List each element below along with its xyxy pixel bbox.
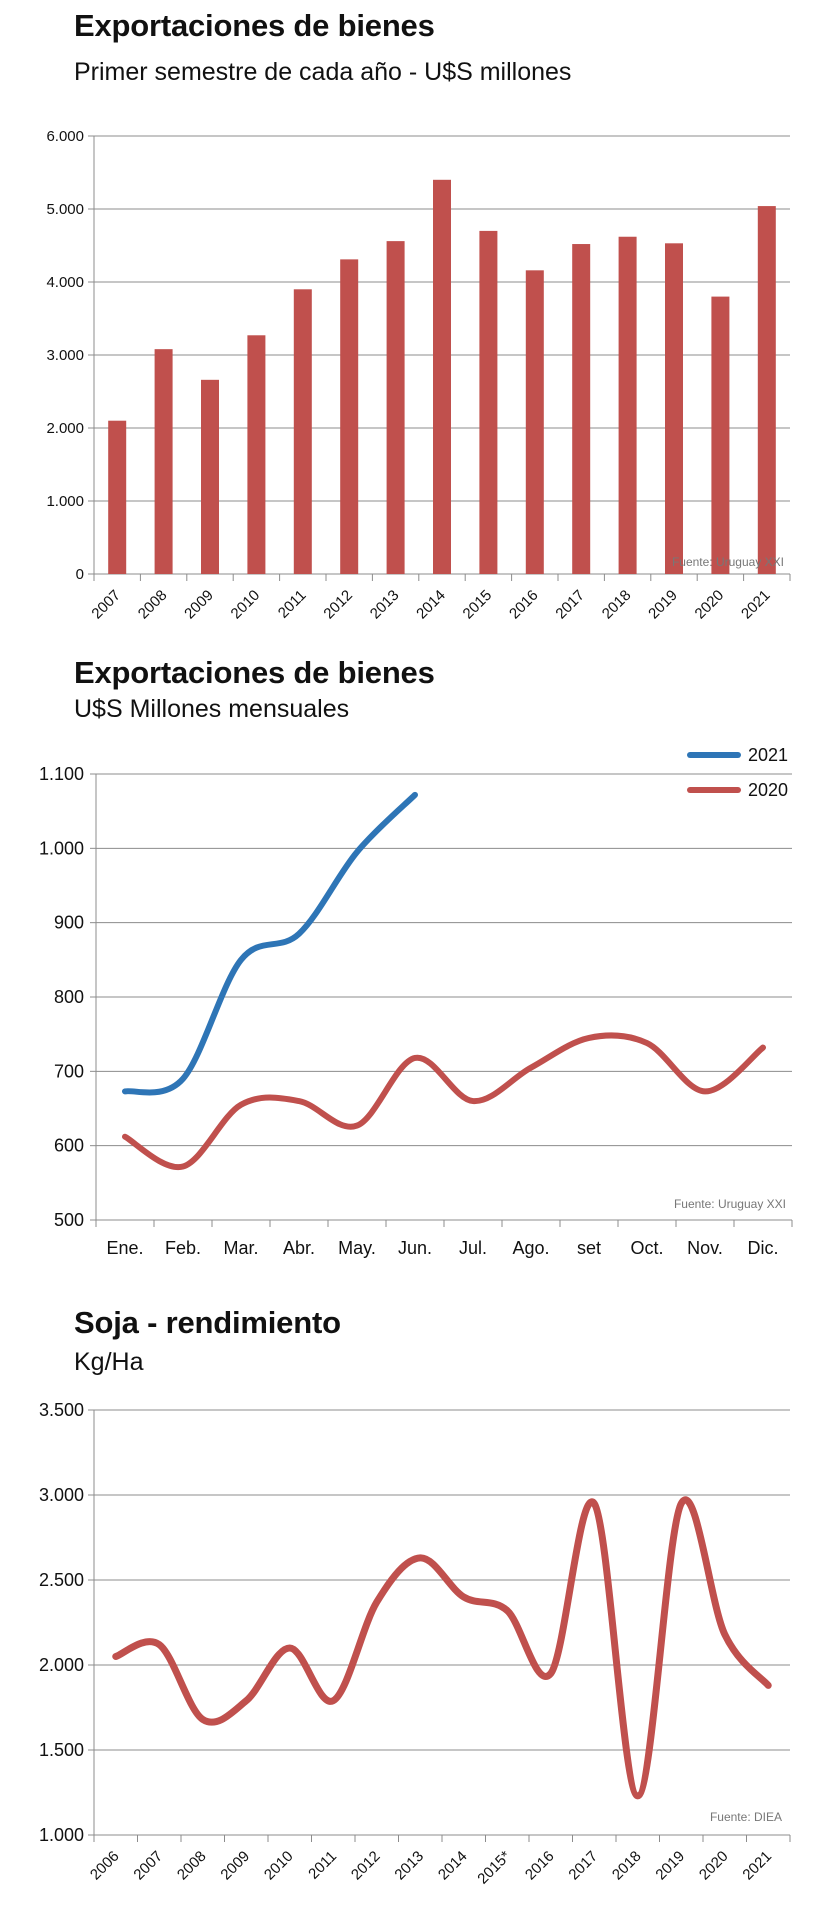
x-tick-label: 2010: [261, 1848, 297, 1884]
x-tick-label: 2020: [696, 1848, 732, 1884]
chart3-subtitle: Kg/Ha: [74, 1348, 144, 1376]
source-note: Fuente: Uruguay XXI: [672, 555, 784, 569]
y-tick-label: 4.000: [46, 274, 84, 291]
bar: [433, 179, 451, 575]
bar: [572, 244, 591, 574]
legend-label-2021: 2021: [748, 745, 788, 765]
y-tick-label: 3.000: [46, 347, 84, 364]
x-tick-label: 2008: [174, 1848, 210, 1884]
x-tick-label: Ene.: [106, 1238, 143, 1258]
x-tick-label: Jul.: [459, 1238, 487, 1258]
x-tick-label: 2016: [506, 587, 542, 623]
y-tick-label: 1.000: [39, 1825, 84, 1845]
bar: [108, 420, 127, 574]
x-tick-label: Abr.: [283, 1238, 315, 1258]
bar: [340, 259, 359, 574]
x-tick-label: 2007: [88, 587, 124, 623]
x-tick-label: 2016: [522, 1848, 558, 1884]
y-tick-label: 5.000: [46, 201, 84, 218]
bar: [757, 206, 776, 574]
x-tick-label: set: [577, 1238, 601, 1258]
y-tick-label: 1.500: [39, 1740, 84, 1760]
x-tick-label: Dic.: [748, 1238, 779, 1258]
bar: [154, 349, 173, 574]
chart2-subtitle: U$S Millones mensuales: [74, 695, 350, 723]
x-tick-label: 2019: [645, 587, 681, 623]
bar: [525, 270, 544, 574]
line-chart-exports-monthly: 500 600 700 800 900 1.000 1.100 Ene. Feb. Mar. Abr…: [39, 745, 793, 1258]
x-tick-label: 2011: [275, 587, 310, 622]
bar: [618, 236, 637, 574]
series-line-2021: [122, 791, 418, 1096]
x-tick-label: 2012: [348, 1848, 384, 1884]
y-tick-label: 800: [54, 987, 84, 1007]
y-tick-label: 2.000: [46, 420, 84, 437]
y-tick-label: 1.000: [46, 493, 84, 510]
bar: [386, 241, 405, 574]
series-line-soja: [112, 1496, 772, 1800]
bar: [665, 243, 683, 574]
source-note: Fuente: Uruguay XXI: [674, 1197, 786, 1211]
chart2-title: Exportaciones de bienes: [74, 655, 435, 690]
x-tick-label: Ago.: [512, 1238, 549, 1258]
x-tick-label: 2020: [692, 587, 728, 623]
x-tick-label: 2013: [391, 1848, 427, 1884]
x-tick-label: 2015: [460, 587, 496, 623]
source-note: Fuente: DIEA: [710, 1810, 782, 1824]
x-tick-label: Oct.: [630, 1238, 663, 1258]
y-tick-label: 900: [54, 913, 84, 933]
chart1-title: Exportaciones de bienes: [74, 8, 435, 43]
y-tick-label: 3.000: [39, 1485, 84, 1505]
x-tick-label: 2014: [413, 587, 449, 623]
x-tick-label: Nov.: [687, 1238, 723, 1258]
bar: [293, 289, 312, 574]
bar-chart-exports-semester: 0 1.000 2.000 3.000 4.000 5.000 6.000 2007 2008 2…: [46, 128, 791, 623]
x-tick-label: 2018: [609, 1848, 645, 1884]
x-tick-label: 2013: [367, 587, 403, 623]
x-tick-label: 2012: [320, 587, 356, 623]
x-tick-label: Jun.: [398, 1238, 432, 1258]
x-tick-label: 2021: [738, 587, 774, 623]
x-tick-label: 2009: [181, 587, 217, 623]
bar: [201, 379, 219, 574]
y-tick-label: 500: [54, 1210, 84, 1230]
y-tick-label: 6.000: [46, 128, 84, 145]
legend-label-2020: 2020: [748, 780, 788, 800]
y-tick-label: 1.000: [39, 838, 84, 858]
series-line-2020: [122, 1032, 766, 1171]
x-tick-label: 2011: [305, 1848, 340, 1883]
bar: [247, 335, 266, 574]
y-tick-label: 700: [54, 1061, 84, 1081]
y-tick-label: 0: [76, 566, 84, 583]
x-tick-label: 2010: [228, 587, 264, 623]
y-tick-label: 3.500: [39, 1400, 84, 1420]
bar: [479, 230, 498, 574]
chart1-subtitle: Primer semestre de cada año - U$S millon…: [74, 58, 572, 86]
y-tick-label: 1.100: [39, 764, 84, 784]
x-tick-label: Feb.: [165, 1238, 201, 1258]
x-tick-label: 2018: [599, 587, 635, 623]
x-tick-label: 2008: [135, 587, 171, 623]
x-tick-label: 2015*: [474, 1848, 514, 1888]
x-tick-label: 2017: [565, 1848, 601, 1884]
x-tick-label: 2017: [552, 587, 588, 623]
y-tick-label: 2.500: [39, 1570, 84, 1590]
x-tick-label: 2021: [739, 1848, 775, 1884]
x-tick-label: 2014: [435, 1848, 471, 1884]
bar: [711, 296, 730, 574]
x-tick-label: 2019: [652, 1848, 688, 1884]
x-tick-label: 2009: [217, 1848, 253, 1884]
x-tick-label: May.: [338, 1238, 376, 1258]
y-tick-label: 600: [54, 1136, 84, 1156]
x-tick-label: Mar.: [223, 1238, 258, 1258]
x-tick-label: 2006: [87, 1848, 123, 1884]
chart3-title: Soja - rendimiento: [74, 1305, 341, 1340]
y-tick-label: 2.000: [39, 1655, 84, 1675]
x-tick-label: 2007: [130, 1848, 166, 1884]
